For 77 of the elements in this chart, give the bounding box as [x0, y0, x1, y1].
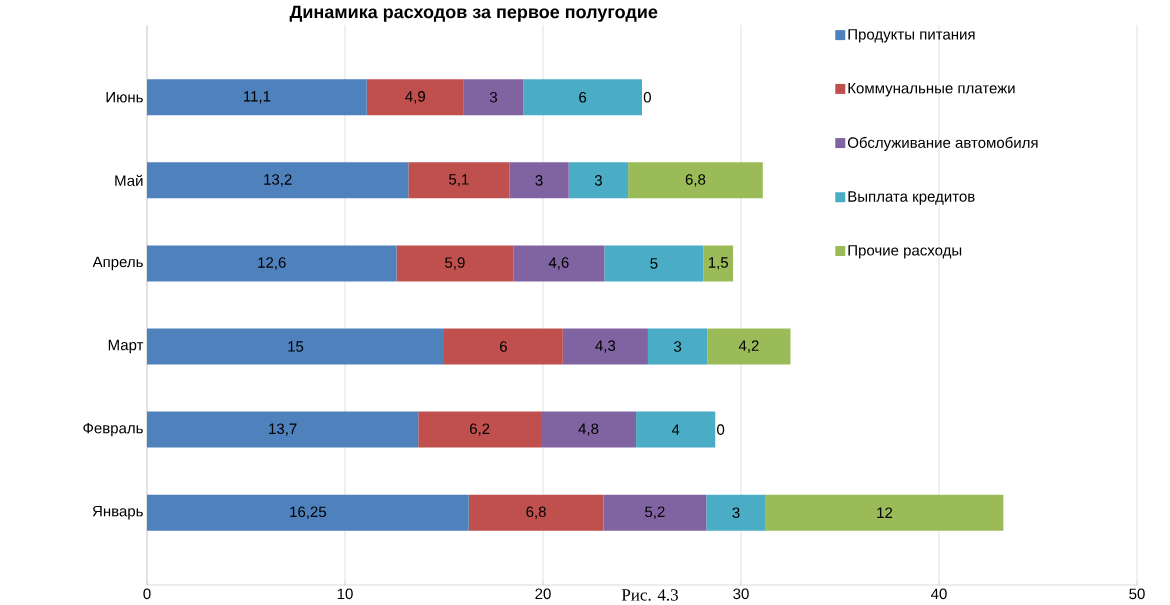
- bar: [541, 411, 637, 448]
- y-tick-label: Апрель: [92, 256, 143, 271]
- x-tick-label: 0: [143, 588, 151, 600]
- chart-title: Динамика расходов за первое полугодие: [289, 5, 658, 22]
- data-label: 0: [643, 91, 651, 103]
- bar: [147, 328, 445, 365]
- bar: [408, 162, 510, 199]
- data-label: 3: [594, 175, 602, 186]
- data-label: 12,6: [258, 257, 286, 270]
- bar: [647, 328, 708, 365]
- data-label: 5,2: [645, 506, 665, 519]
- x-tick-label: 30: [733, 588, 749, 600]
- legend-label: Продукты питания: [848, 29, 975, 43]
- data-label: 4,8: [578, 423, 599, 436]
- data-label: 4,3: [595, 340, 616, 353]
- data-label: 4,9: [405, 91, 425, 104]
- legend-label: Обслуживание автомобиля: [847, 136, 1038, 151]
- data-label: 4: [671, 424, 680, 435]
- bar: [147, 245, 397, 282]
- bar: [463, 79, 524, 116]
- bar: [147, 494, 469, 531]
- y-tick-label: Март: [108, 339, 144, 354]
- bar: [396, 245, 514, 282]
- x-tick-label: 10: [337, 588, 353, 600]
- legend-label: Коммунальные платежи: [848, 83, 1015, 97]
- bar: [707, 328, 791, 365]
- bar: [628, 162, 763, 199]
- y-tick-label: Январь: [92, 505, 143, 520]
- bar: [147, 162, 409, 199]
- bar: [468, 494, 604, 531]
- data-label: 12: [877, 507, 893, 518]
- bar: [562, 328, 648, 365]
- x-tick-label: 20: [535, 588, 551, 600]
- data-label: 16,25: [290, 506, 327, 519]
- bar: [706, 494, 766, 531]
- bar: [147, 79, 367, 116]
- y-tick-label: Февраль: [83, 422, 143, 437]
- data-label: 6: [579, 91, 587, 103]
- bar: [568, 162, 629, 199]
- bar: [366, 79, 464, 116]
- legend-label: Прочие расходы: [848, 245, 962, 259]
- data-label: 3: [535, 175, 543, 186]
- bar: [703, 245, 734, 282]
- bar: [147, 411, 419, 448]
- bar: [444, 328, 563, 365]
- data-label: 3: [674, 341, 682, 352]
- y-tick-label: Июнь: [106, 92, 143, 103]
- data-label: 0: [717, 424, 725, 435]
- x-tick-label: 50: [1129, 588, 1145, 600]
- data-label: 3: [732, 507, 740, 519]
- data-label: 4,6: [548, 257, 569, 270]
- legend-label: Выплата кредитов: [848, 191, 975, 205]
- data-label: 11,1: [244, 91, 271, 104]
- data-label: 6,8: [685, 174, 706, 187]
- data-label: 6: [500, 341, 507, 352]
- data-label: 5,9: [445, 257, 465, 270]
- data-label: 6,2: [469, 423, 490, 436]
- y-tick-label: Май: [115, 174, 143, 186]
- text: Рис. 4.3: [621, 589, 678, 601]
- bar: [603, 494, 707, 531]
- data-label: 5,1: [449, 174, 469, 187]
- bar: [765, 494, 1004, 531]
- bar: [604, 245, 704, 282]
- data-label: 4,2: [738, 340, 759, 353]
- bar: [523, 79, 642, 116]
- data-label: 6,8: [526, 506, 546, 519]
- data-label: 3: [489, 91, 498, 103]
- bar: [636, 411, 716, 448]
- x-tick-label: 40: [931, 588, 947, 600]
- data-label: 13,2: [264, 174, 292, 187]
- data-label: 13,7: [269, 423, 297, 436]
- bar: [418, 411, 542, 448]
- data-label: 1,5: [708, 257, 729, 270]
- bar: [509, 162, 569, 199]
- bar: [513, 245, 605, 282]
- data-label: 5: [650, 258, 658, 269]
- data-label: 15: [288, 341, 304, 352]
